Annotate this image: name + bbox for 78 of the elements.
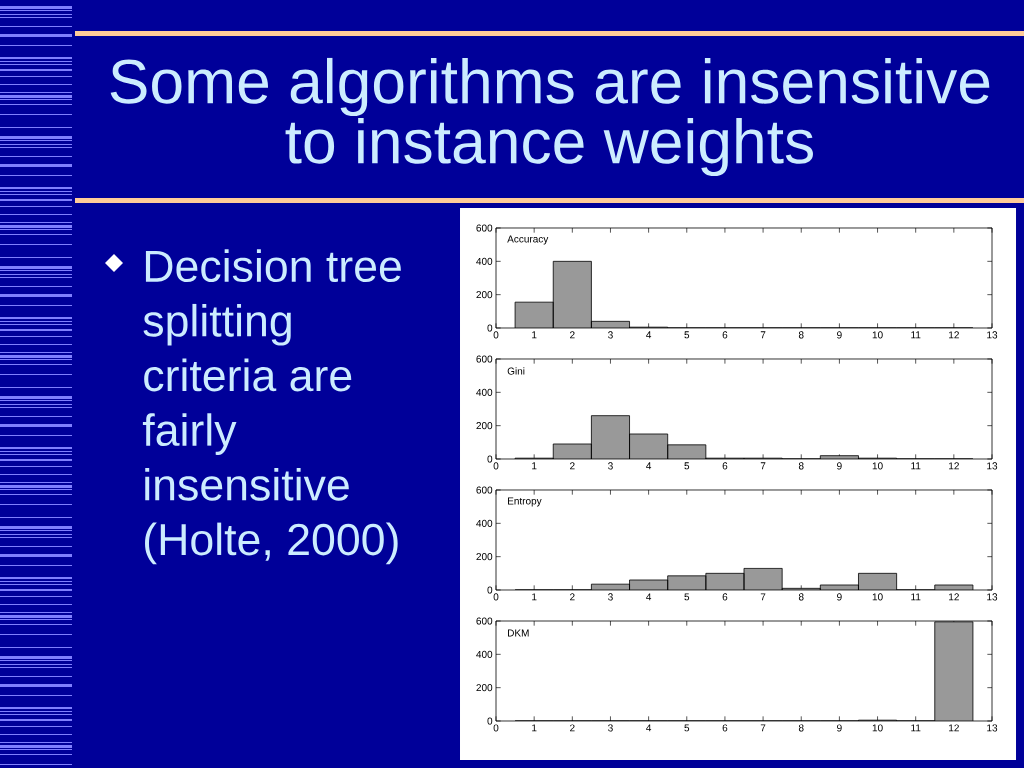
x-tick-label: 11 [911, 593, 921, 601]
x-tick-label: 5 [684, 724, 690, 732]
x-tick-label: 13 [987, 462, 998, 470]
x-tick-label: 13 [987, 724, 998, 732]
x-tick-label: 4 [646, 593, 652, 601]
x-tick-label: 0 [493, 462, 499, 470]
y-tick-label: 400 [476, 519, 493, 527]
x-tick-label: 7 [760, 331, 766, 339]
x-tick-label: 13 [987, 331, 998, 339]
x-tick-label: 8 [798, 331, 804, 339]
x-tick-label: 7 [760, 724, 766, 732]
x-tick-label: 4 [646, 462, 652, 470]
x-tick-label: 8 [798, 724, 804, 732]
y-tick-label: 600 [476, 355, 493, 363]
x-tick-label: 6 [722, 462, 728, 470]
y-tick-label: 400 [476, 257, 493, 265]
x-tick-label: 9 [837, 462, 842, 470]
y-tick-label: 0 [487, 324, 493, 332]
x-tick-label: 2 [570, 593, 575, 601]
x-tick-label: 4 [646, 331, 652, 339]
x-tick-label: 1 [532, 724, 537, 732]
x-tick-label: 3 [608, 462, 613, 470]
x-tick-label: 4 [646, 724, 652, 732]
x-tick-label: 0 [493, 593, 499, 601]
x-tick-label: 9 [837, 331, 842, 339]
x-tick-label: 0 [493, 331, 499, 339]
y-tick-label: 0 [487, 455, 493, 463]
text: DKM [508, 629, 529, 637]
x-tick-label: 9 [837, 724, 842, 732]
x-tick-label: 7 [760, 462, 766, 470]
x-tick-label: 10 [872, 331, 883, 339]
x-tick-label: 1 [532, 593, 537, 601]
x-tick-label: 12 [949, 331, 959, 339]
y-tick-label: 0 [487, 717, 493, 725]
x-tick-label: 6 [722, 724, 728, 732]
text: Decision tree splitting criteria are fairly insensitive (Holte, 2000) [142, 249, 401, 565]
text: Some algorithms are insensitive to instance weights [110, 57, 990, 177]
x-tick-label: 3 [608, 724, 613, 732]
x-tick-label: 0 [493, 724, 499, 732]
x-tick-label: 13 [987, 593, 998, 601]
y-tick-label: 200 [476, 422, 493, 430]
x-tick-label: 10 [872, 593, 883, 601]
x-tick-label: 10 [872, 462, 883, 470]
y-tick-label: 200 [476, 684, 493, 692]
x-tick-label: 8 [798, 593, 804, 601]
text: Entropy [508, 497, 542, 507]
text: Accuracy [507, 235, 549, 245]
y-tick-label: 400 [476, 388, 493, 396]
x-tick-label: 2 [570, 462, 575, 470]
y-tick-label: 600 [476, 224, 493, 232]
x-tick-label: 12 [949, 593, 959, 601]
x-tick-label: 10 [872, 724, 883, 732]
text: Gini [507, 367, 525, 375]
x-tick-label: 12 [949, 462, 959, 470]
x-tick-label: 2 [570, 724, 575, 732]
x-tick-label: 2 [570, 331, 575, 339]
x-tick-label: 6 [722, 331, 728, 339]
x-tick-label: 7 [760, 593, 766, 601]
x-tick-label: 5 [684, 593, 690, 601]
x-tick-label: 1 [532, 462, 537, 470]
y-tick-label: 600 [476, 486, 493, 494]
x-tick-label: 5 [684, 462, 690, 470]
x-tick-label: 8 [798, 462, 804, 470]
y-tick-label: 200 [476, 553, 493, 561]
x-tick-label: 6 [722, 593, 728, 601]
x-tick-label: 1 [532, 331, 537, 339]
x-tick-label: 9 [837, 593, 842, 601]
x-tick-label: 3 [608, 331, 613, 339]
y-tick-label: 400 [476, 650, 493, 658]
x-tick-label: 12 [949, 724, 959, 732]
y-tick-label: 0 [487, 586, 493, 594]
y-tick-label: 600 [476, 617, 493, 625]
x-tick-label: 11 [911, 462, 921, 470]
x-tick-label: 3 [608, 593, 613, 601]
y-tick-label: 200 [476, 291, 493, 299]
x-tick-label: 5 [684, 331, 690, 339]
x-tick-label: 11 [911, 724, 921, 732]
x-tick-label: 11 [911, 331, 921, 339]
